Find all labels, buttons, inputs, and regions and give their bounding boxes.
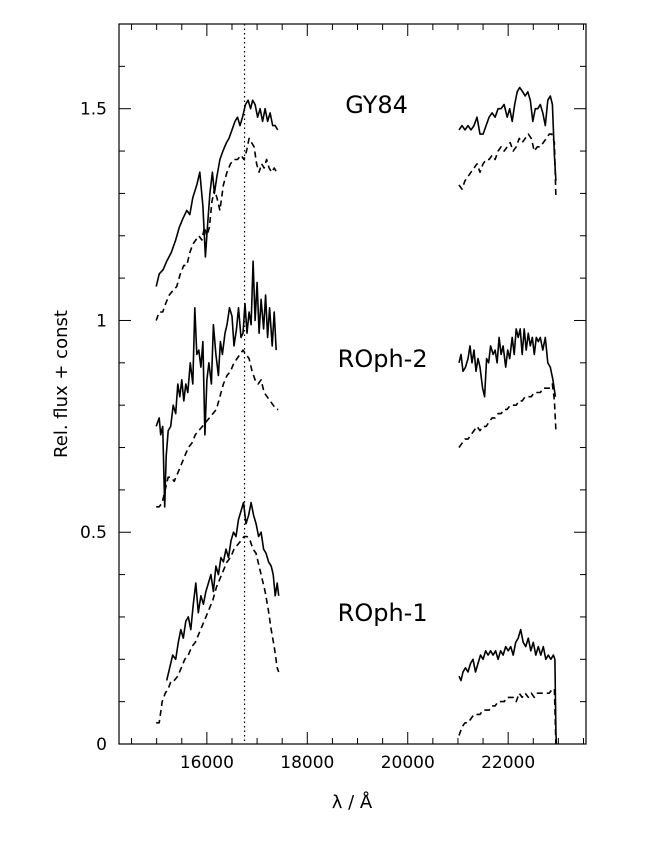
spectrum-roph-2-dashed — [156, 349, 279, 508]
spectrum-roph-2-solid — [155, 260, 277, 508]
spectrum-gy84-dashed — [155, 137, 279, 321]
x-tick-label: 18000 — [280, 753, 334, 773]
y-tick-label: 0.5 — [80, 523, 107, 543]
x-tick-label: 16000 — [180, 753, 234, 773]
y-tick-label: 0 — [96, 735, 107, 755]
spectrum-gy84-solid — [458, 86, 557, 181]
plot-frame — [118, 23, 587, 745]
x-tick-label: 22000 — [481, 753, 535, 773]
spectrum-roph-1-dashed — [458, 688, 557, 745]
x-axis-label: λ / Å — [332, 791, 373, 813]
series-label: ROph-2 — [338, 345, 428, 373]
spectrum-gy84-solid — [155, 99, 279, 287]
y-tick-label: 1 — [96, 311, 107, 331]
y-axis-label: Rel. flux + const — [51, 310, 72, 458]
series-label: GY84 — [345, 91, 408, 119]
spectrum-roph-1-solid — [458, 628, 558, 745]
y-tick-label: 1.5 — [80, 100, 107, 120]
series-labels: GY84 ROph-2 ROph-1 — [338, 91, 428, 627]
series-layer — [155, 86, 558, 745]
spectrum-roph-1-solid — [165, 501, 280, 681]
spectrum-roph-2-solid — [458, 328, 557, 398]
axis-ticks — [119, 23, 586, 745]
spectrum-gy84-dashed — [458, 133, 557, 198]
series-label: ROph-1 — [338, 599, 428, 627]
spectrum-roph-2-dashed — [458, 383, 557, 448]
x-tick-label: 20000 — [381, 753, 435, 773]
spectrum-roph-1-dashed — [156, 535, 280, 724]
axis-tick-labels: 16000 18000 20000 22000 0 0.5 1 1.5 — [80, 100, 535, 773]
